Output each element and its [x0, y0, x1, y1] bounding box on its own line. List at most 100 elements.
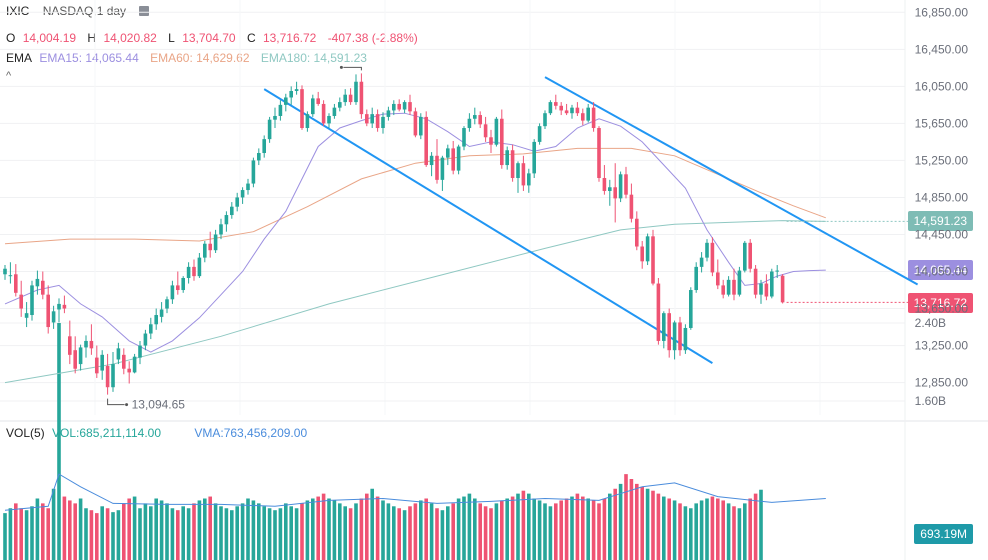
volume-bar [451, 503, 455, 560]
volume-bar [597, 503, 601, 560]
volume-bar [559, 500, 563, 560]
volume-bar [111, 512, 115, 560]
candle-body [224, 215, 229, 225]
volume-bars [3, 323, 763, 560]
volume-bar [651, 490, 655, 560]
candle-body [732, 279, 736, 295]
low-label: L [168, 31, 175, 45]
volume-bar [354, 503, 358, 560]
candle-body [208, 243, 212, 251]
volume-bar [732, 506, 736, 560]
volume-bar [343, 506, 347, 560]
collapse-icon[interactable]: ^ [6, 70, 12, 82]
ema180-line [4, 220, 826, 384]
ema-row: EMA EMA15: 14,065.44 EMA60: 14,629.62 EM… [6, 51, 371, 65]
candle-body [176, 285, 180, 291]
candle-body [451, 148, 455, 171]
candle-body [165, 299, 169, 309]
volume-bar [516, 493, 520, 560]
volume-bar [613, 488, 617, 560]
candle-body [84, 340, 88, 348]
volume-bar [483, 506, 488, 560]
volume-bar [699, 500, 704, 560]
candle-body [186, 266, 191, 278]
candle-body [192, 266, 196, 277]
candle-body [759, 283, 763, 295]
volume-bar [251, 500, 256, 560]
candle-body [267, 119, 272, 140]
high-marker [343, 66, 362, 71]
volume-bar [683, 506, 688, 560]
volume-bar [311, 498, 315, 560]
volume-bar [278, 508, 283, 560]
open-value: 14,004.19 [22, 31, 77, 45]
volume-bar [24, 510, 29, 560]
volume-bar [338, 503, 342, 560]
volume-bar [321, 493, 326, 560]
volume-bar [170, 508, 175, 560]
ema60-line [4, 147, 826, 245]
candle-body [537, 126, 542, 142]
volume-bar [602, 498, 607, 560]
candle-body [257, 153, 261, 161]
candle-body [516, 163, 520, 179]
volume-bar [294, 508, 299, 560]
price-tick-label: 13,250.00 [915, 339, 969, 353]
candle-body [456, 146, 461, 171]
volume-bar [408, 506, 412, 560]
volume-bar [197, 500, 202, 560]
candle-body [699, 257, 704, 267]
volume-bar [532, 498, 536, 560]
candle-body [370, 114, 374, 124]
volume-bar [359, 498, 364, 560]
candle-body [203, 243, 207, 258]
candle-body [392, 103, 396, 111]
candle-body [554, 102, 558, 106]
price-axis: 12,850.00 13,250.00 13,650.00 14,050.00 14,4… [915, 5, 969, 389]
volume-badge: 693.19M [914, 524, 973, 544]
volume-bar [402, 510, 407, 560]
candle-body [89, 340, 94, 349]
candle-body [57, 303, 61, 310]
candle-body [46, 294, 50, 328]
volume-bar [753, 493, 758, 560]
volume-bar [748, 498, 752, 560]
volume-bar [473, 498, 477, 560]
candle-body [753, 268, 758, 295]
settings-icon[interactable] [139, 6, 150, 16]
volume-bar [257, 503, 261, 560]
candle-body [154, 315, 158, 325]
candle-body [127, 368, 131, 373]
candle-body [559, 105, 563, 111]
candle-body [780, 275, 785, 303]
volume-bar [629, 479, 634, 560]
candle-body [170, 285, 175, 300]
candle-body [240, 190, 245, 198]
exchange-period: NASDAQ,1 day [42, 4, 127, 18]
volume-bar [267, 508, 272, 560]
candle-body [581, 113, 585, 121]
candle-body [235, 197, 239, 207]
candle-body [397, 103, 401, 110]
volume-bar [284, 503, 288, 560]
candle-body [332, 107, 337, 116]
candle-body [672, 322, 677, 351]
volume-bar [548, 506, 553, 560]
candle-body [105, 365, 110, 388]
volume-bar [300, 503, 304, 560]
volume-bar [667, 498, 671, 560]
volume-bar [203, 498, 207, 560]
volume-bar [62, 496, 67, 560]
price-tick-label: 16,450.00 [915, 42, 969, 56]
candle-body [51, 311, 56, 323]
ema15-value: EMA15: 14,065.44 [39, 51, 139, 65]
candle-body [338, 102, 342, 108]
volume-bar [505, 498, 509, 560]
volume-bar [3, 513, 7, 560]
volume-bar [537, 500, 542, 560]
volume-bar [467, 493, 472, 560]
candle-body [446, 148, 450, 158]
candle-body [24, 313, 29, 318]
